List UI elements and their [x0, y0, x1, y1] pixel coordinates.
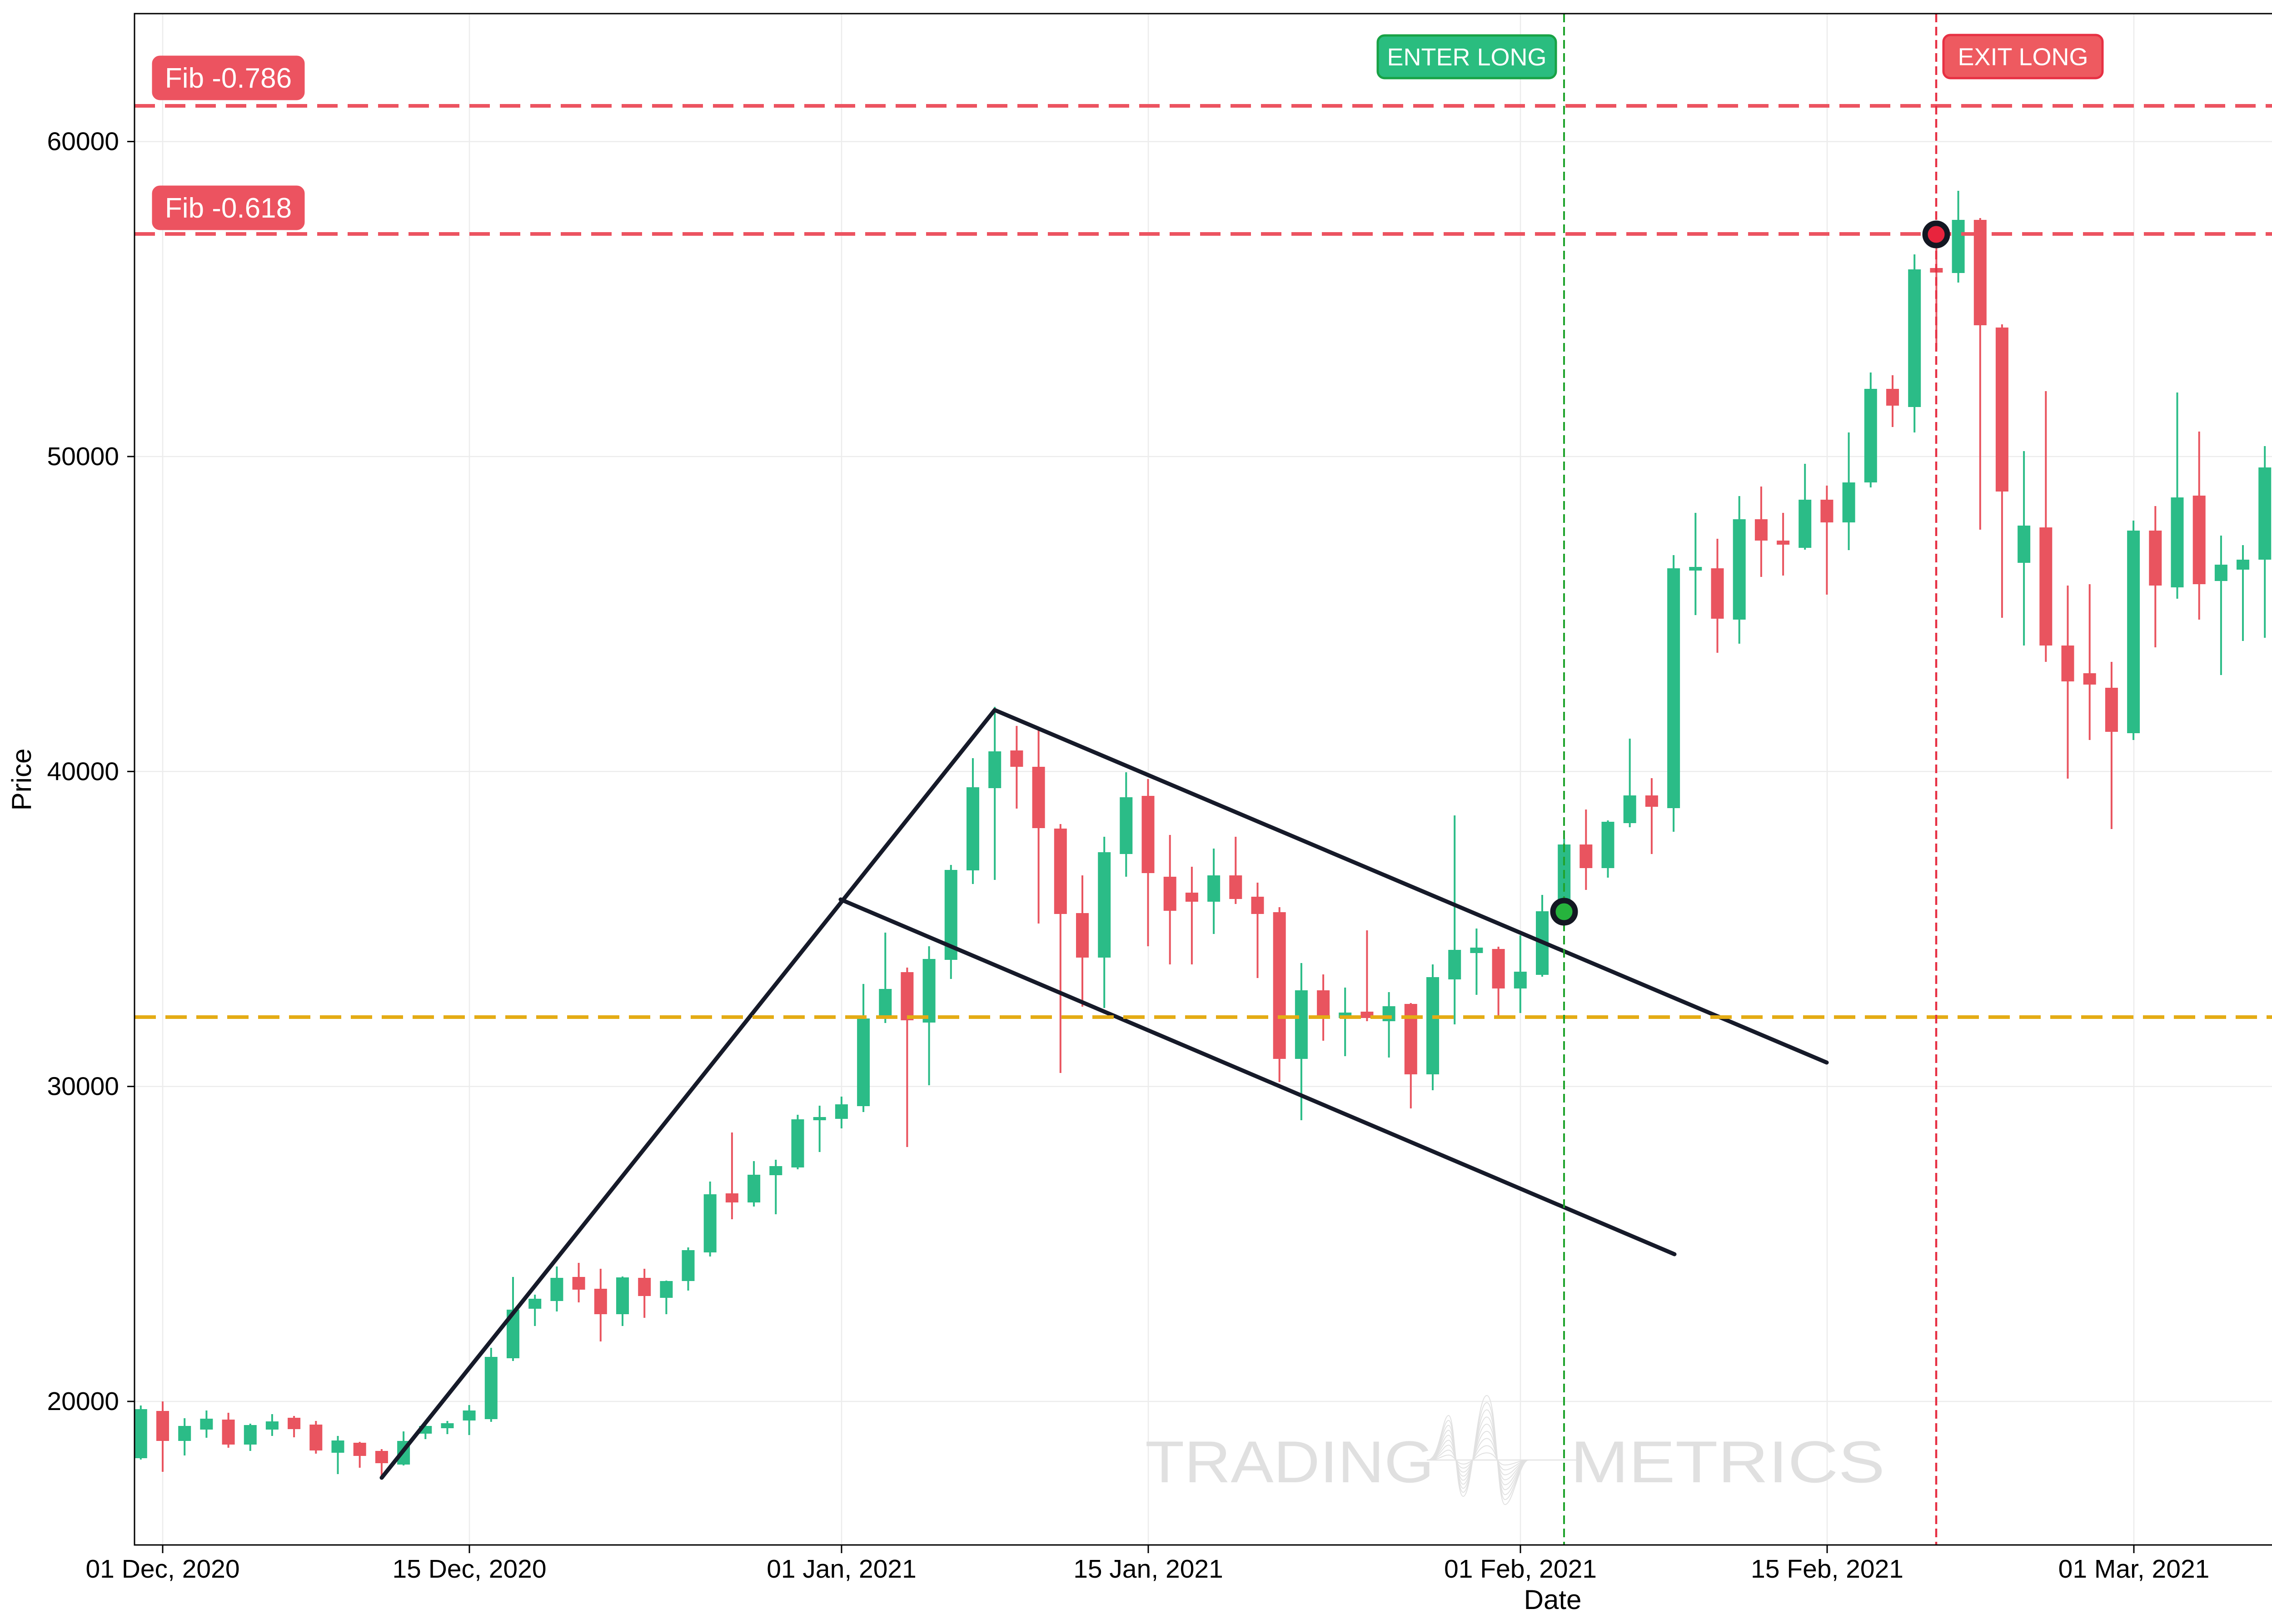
svg-text:40000: 40000	[47, 757, 119, 786]
svg-text:50000: 50000	[47, 442, 119, 471]
svg-text:01 Dec, 2020: 01 Dec, 2020	[85, 1554, 239, 1584]
svg-text:30000: 30000	[47, 1072, 119, 1101]
svg-text:ENTER LONG: ENTER LONG	[1387, 44, 1546, 71]
svg-text:Fib -0.786: Fib -0.786	[165, 63, 292, 94]
svg-text:60000: 60000	[47, 127, 119, 156]
svg-text:15 Dec, 2020: 15 Dec, 2020	[392, 1554, 546, 1584]
svg-text:Price: Price	[6, 749, 37, 811]
svg-text:01 Mar, 2021: 01 Mar, 2021	[2058, 1554, 2210, 1584]
svg-text:Fib -0.618: Fib -0.618	[165, 193, 292, 224]
svg-text:01 Jan, 2021: 01 Jan, 2021	[767, 1554, 917, 1584]
svg-text:EXIT LONG: EXIT LONG	[1958, 43, 2088, 70]
svg-text:20000: 20000	[47, 1387, 119, 1416]
svg-text:01 Feb, 2021: 01 Feb, 2021	[1444, 1554, 1597, 1584]
svg-text:15 Jan, 2021: 15 Jan, 2021	[1073, 1554, 1223, 1584]
svg-text:15 Feb, 2021: 15 Feb, 2021	[1751, 1554, 1903, 1584]
svg-text:Date: Date	[1524, 1584, 1582, 1615]
svg-text:TRADING: TRADING	[1145, 1429, 1434, 1495]
svg-text:METRICS: METRICS	[1570, 1429, 1885, 1495]
